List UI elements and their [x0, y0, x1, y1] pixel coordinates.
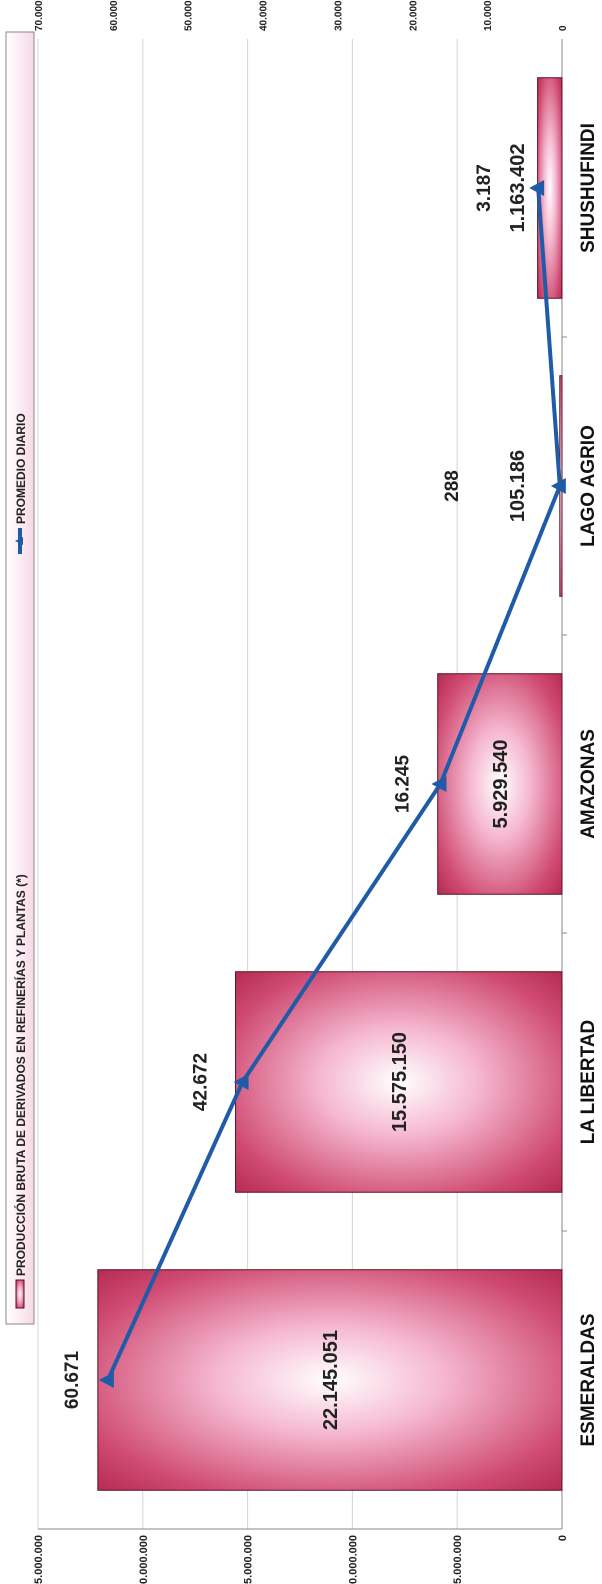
line-value-label: 16.245: [392, 755, 413, 814]
line-marker: [550, 478, 566, 494]
category-label: SHUSHUFINDI: [578, 123, 599, 253]
legend-line-label: PROMEDIO DIARIO: [14, 413, 28, 524]
legend-bar-label: PRODUCCIÓN BRUTA DE DERIVADOS EN REFINER…: [13, 874, 28, 1276]
line-marker: [233, 1074, 249, 1090]
line-value-label: 288: [442, 470, 463, 502]
secondary-tick-label: 10.000: [483, 0, 494, 31]
secondary-tick-label: 20.000: [408, 0, 419, 31]
category-label: LA LIBERTAD: [578, 1020, 599, 1145]
legend-box: [5, 31, 35, 1325]
line-marker: [529, 180, 545, 196]
legend-bar-swatch: [15, 1279, 25, 1309]
category-label: ESMERALDAS: [578, 1313, 599, 1446]
primary-tick-label: 15.000.000: [243, 1535, 255, 1584]
secondary-tick-label: 60.000: [109, 0, 120, 31]
primary-tick-label: 20.000.000: [138, 1535, 150, 1584]
bar: [97, 1269, 563, 1491]
bar-value-label: 5.929.540: [490, 740, 512, 829]
bar-value-label: 15.575.150: [389, 1032, 411, 1132]
bar-value-label: 105.186: [507, 450, 529, 522]
bar-value-label: 1.163.402: [507, 144, 529, 233]
legend-line-marker: [15, 537, 23, 545]
secondary-tick-label: 50.000: [184, 0, 195, 31]
secondary-tick-label: 0: [558, 25, 569, 31]
secondary-tick-label: 40.000: [259, 0, 270, 31]
primary-tick-label: 10.000.000: [347, 1535, 359, 1584]
line-marker: [431, 776, 447, 792]
secondary-tick-label: 30.000: [333, 0, 344, 31]
line-marker: [98, 1372, 114, 1388]
category-label: LAGO AGRIO: [578, 425, 599, 547]
secondary-tick-label: 70.000: [34, 0, 45, 31]
line-value-label: 42.672: [191, 1053, 212, 1111]
category-label: AMAZONAS: [578, 729, 599, 839]
primary-tick-label: 25.000.000: [33, 1535, 45, 1584]
primary-tick-label: 5.000.000: [452, 1535, 464, 1584]
bar-value-label: 22.145.051: [320, 1330, 342, 1430]
line-value-label: 3.187: [474, 164, 495, 212]
line-value-label: 60.671: [62, 1351, 83, 1410]
primary-tick-label: 0: [557, 1535, 569, 1541]
